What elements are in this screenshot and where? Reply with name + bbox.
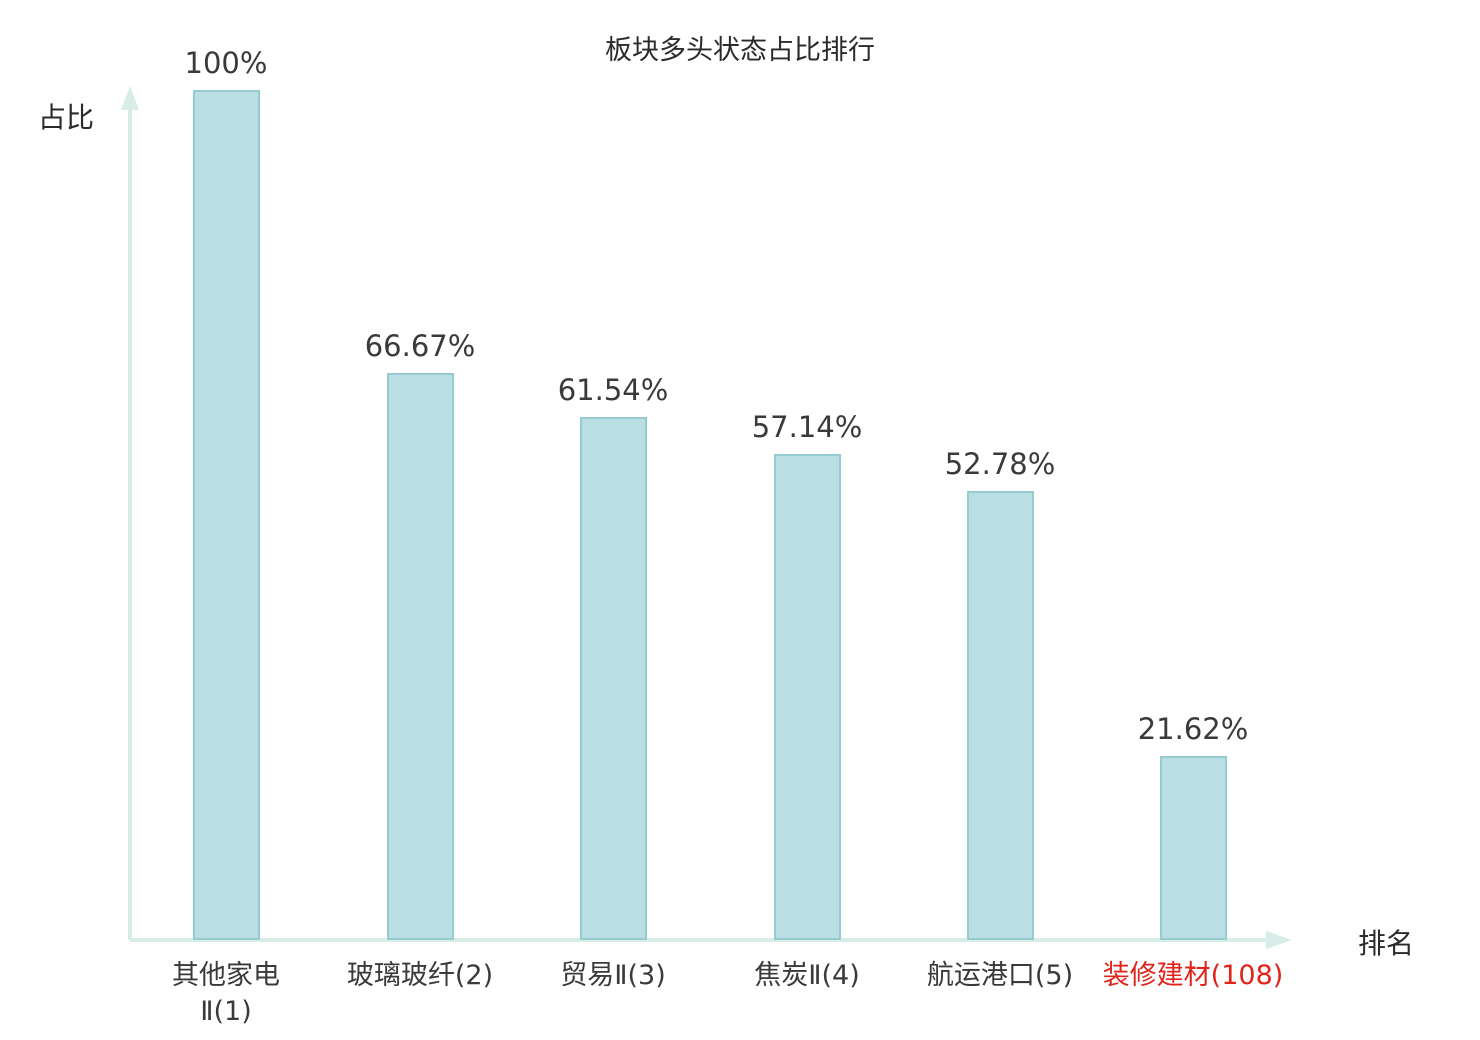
value-label-3: 61.54% <box>557 372 669 407</box>
value-label-5: 52.78% <box>944 447 1056 482</box>
chart-title: 板块多头状态占比排行 <box>605 35 875 66</box>
bar-6 <box>1159 756 1227 940</box>
value-label-6: 21.62% <box>1137 712 1249 747</box>
bar-3 <box>579 416 647 940</box>
bar-4 <box>773 454 841 940</box>
value-label-2: 66.67% <box>364 329 476 364</box>
category-label-5: 航运港口(5) <box>926 960 1074 991</box>
value-label-1: 100% <box>184 46 268 80</box>
category-label-4: 焦炭Ⅱ(4) <box>754 960 860 991</box>
x-axis-label: 排名 <box>1358 927 1415 960</box>
bar-2 <box>386 373 454 940</box>
bar-1 <box>192 90 260 940</box>
category-label-1: 其他家电 Ⅱ(1) <box>172 960 280 1028</box>
value-label-4: 57.14% <box>751 410 863 445</box>
category-label-3: 贸易Ⅱ(3) <box>560 960 666 991</box>
category-label-6: 装修建材(108) <box>1102 960 1284 991</box>
y-axis-label: 占比 <box>38 101 95 134</box>
bar-5 <box>966 491 1034 940</box>
category-label-2: 玻璃玻纤(2) <box>346 960 494 991</box>
